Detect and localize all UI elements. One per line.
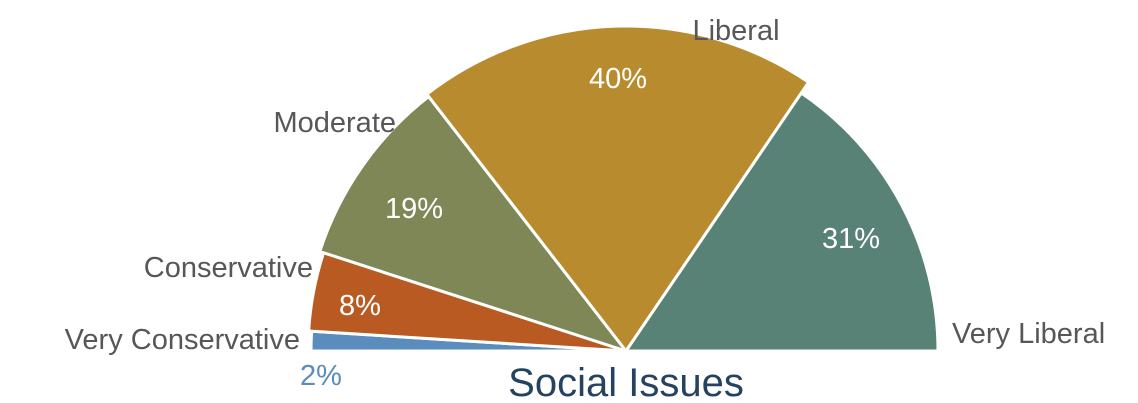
category-label-conservative: Conservative — [144, 252, 313, 284]
category-label-moderate: Moderate — [273, 107, 396, 139]
value-label-conservative: 8% — [339, 290, 381, 322]
value-label-very-liberal: 31% — [822, 223, 880, 255]
value-label-liberal: 40% — [589, 63, 647, 95]
slice-liberal — [425, 24, 811, 353]
value-label-very-conservative: 2% — [300, 360, 342, 392]
value-label-moderate: 19% — [385, 193, 443, 225]
slice-very-liberal — [624, 91, 940, 353]
slice-moderate — [318, 95, 628, 353]
slices-layer — [307, 24, 940, 353]
category-label-very-conservative: Very Conservative — [65, 324, 300, 356]
category-label-liberal: Liberal — [692, 15, 779, 47]
chart-title: Social Issues — [508, 361, 744, 403]
category-label-very-liberal: Very Liberal — [952, 318, 1105, 350]
